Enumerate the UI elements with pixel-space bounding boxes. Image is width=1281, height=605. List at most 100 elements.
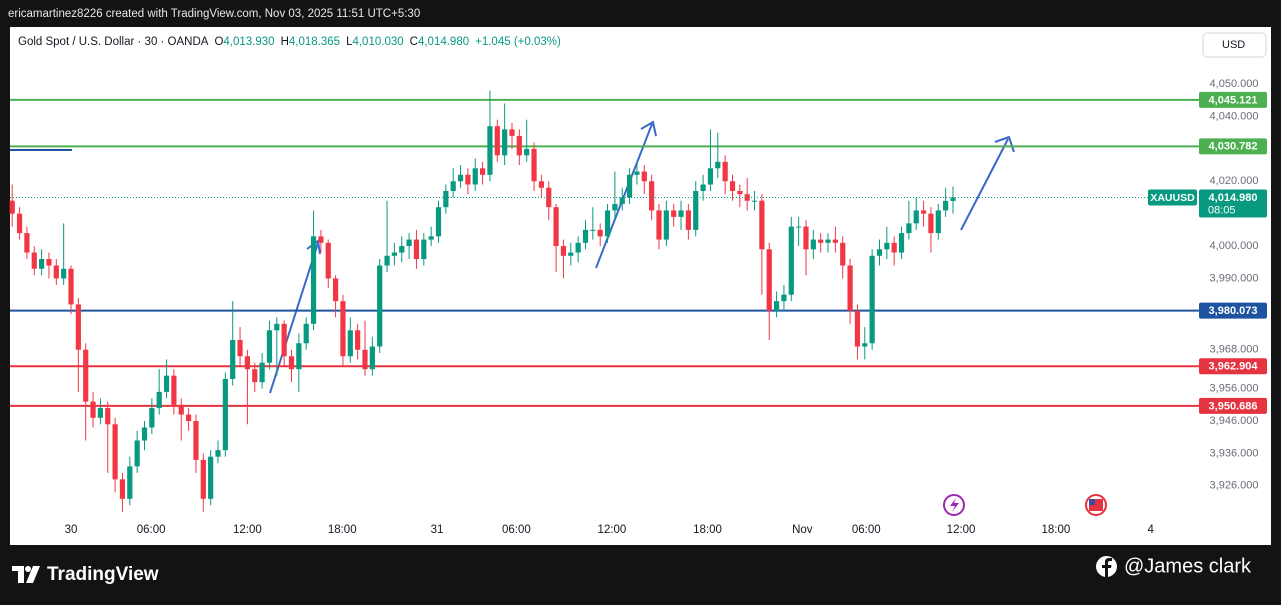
candle-body	[928, 213, 934, 234]
symbol-label-box	[1148, 189, 1197, 206]
symbol-label: XAUUSD	[1150, 192, 1195, 204]
logo-icon	[25, 566, 31, 572]
candle-body	[568, 252, 574, 256]
candle-body	[16, 213, 23, 234]
candle-body	[266, 330, 273, 363]
candle-body	[935, 210, 941, 234]
x-tick-label: 30	[65, 524, 78, 536]
arrow	[595, 120, 657, 269]
candle-body	[149, 408, 155, 428]
plot-area	[10, 27, 1271, 545]
x-tick-label: 12:00	[598, 524, 627, 536]
candle-body	[215, 450, 221, 457]
legend-key: C	[410, 36, 418, 48]
candle-body	[288, 356, 295, 370]
candle-body	[31, 252, 37, 269]
candle-body	[163, 375, 170, 392]
candle-body	[553, 207, 559, 247]
candle-body	[421, 239, 427, 260]
candle-body	[751, 200, 758, 202]
y-tick-label: 3,968.000	[1210, 344, 1259, 356]
x-tick-label: 18:00	[1041, 524, 1070, 536]
candle-body	[722, 161, 728, 182]
y-tick-label: 4,050.000	[1210, 78, 1259, 90]
brand: TradingView	[47, 564, 159, 585]
candle-body	[46, 259, 52, 266]
y-tick-label: 3,936.000	[1210, 447, 1259, 459]
candle-body	[443, 190, 449, 208]
candle-body	[186, 414, 192, 422]
candle-body	[259, 362, 265, 383]
candle-body	[913, 210, 919, 224]
candle-body	[781, 294, 787, 302]
legend-change: +1.045 (+0.03%)	[475, 36, 561, 48]
candle-body	[347, 330, 353, 357]
price-label-box	[1199, 189, 1267, 218]
candle-body	[303, 323, 309, 344]
x-tick-label: 18:00	[328, 524, 357, 536]
level-label: 4,045.121	[1209, 94, 1258, 106]
candle-body	[788, 226, 794, 295]
candle-body	[377, 265, 383, 347]
candle-body	[208, 456, 214, 499]
candle-body	[83, 349, 89, 402]
y-tick-label: 3,956.000	[1210, 383, 1259, 395]
candle-body	[707, 168, 714, 185]
candle-body	[502, 129, 508, 156]
candle-body	[671, 210, 677, 217]
candle-body	[9, 200, 15, 214]
candle-body	[75, 304, 81, 350]
brand-logo	[12, 566, 40, 583]
candle-body	[318, 236, 324, 243]
x-tick-label: 06:00	[502, 524, 531, 536]
candle-body	[310, 236, 317, 324]
event-icons	[943, 494, 1107, 516]
y-tick-label: 4,000.000	[1210, 240, 1259, 252]
countdown: 08:05	[1208, 204, 1236, 216]
candle-body	[796, 226, 802, 228]
x-tick-label: 18:00	[693, 524, 722, 536]
candle-body	[832, 239, 838, 243]
candle-body	[943, 200, 949, 211]
level-label-box	[1199, 358, 1267, 375]
candle-body	[509, 129, 515, 136]
candle-body	[487, 126, 493, 175]
level-label: 4,030.782	[1209, 141, 1258, 153]
candle-body	[950, 197, 956, 201]
candle-body	[24, 233, 30, 253]
candle-body	[90, 401, 96, 418]
legend-key: L	[346, 36, 353, 48]
candle-body	[597, 229, 603, 237]
candle-body	[744, 194, 750, 201]
currency-button[interactable]	[1202, 32, 1267, 58]
candle-body	[818, 239, 824, 243]
candle-body	[134, 440, 140, 467]
candle-body	[252, 369, 258, 383]
candle-body	[840, 242, 846, 266]
candle-body	[862, 343, 868, 347]
candle-body	[619, 197, 625, 204]
candle-body	[560, 246, 567, 256]
candle-body	[810, 239, 816, 250]
legend-key: O	[214, 36, 223, 48]
candle-body	[68, 268, 74, 305]
candle-body	[884, 242, 890, 250]
candle-body	[663, 210, 669, 240]
candle-body	[678, 210, 684, 217]
x-tick-label: Nov	[792, 524, 813, 536]
legend-title: Gold Spot / U.S. Dollar · 30 · OANDA	[18, 36, 209, 48]
candle-body	[729, 181, 736, 191]
candle-body	[869, 255, 875, 344]
candle-body	[325, 242, 331, 279]
candle-body	[604, 210, 611, 237]
candle-body	[428, 236, 434, 240]
candle-body	[920, 210, 927, 214]
y-tick-label: 4,020.000	[1210, 175, 1259, 187]
candle-body	[61, 268, 67, 279]
candle-body	[406, 239, 412, 247]
candle-body	[634, 171, 640, 175]
candle-body	[450, 181, 456, 191]
candle-body	[171, 375, 177, 405]
candle-body	[384, 255, 390, 266]
